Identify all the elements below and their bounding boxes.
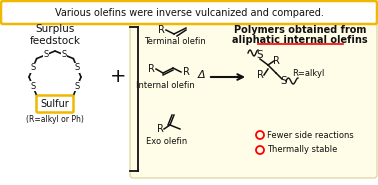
Text: S: S <box>30 63 36 72</box>
FancyBboxPatch shape <box>1 1 377 24</box>
Text: Terminal olefin: Terminal olefin <box>144 38 206 46</box>
Text: S: S <box>74 82 80 91</box>
Text: R: R <box>273 56 279 66</box>
Text: Δ: Δ <box>198 70 206 80</box>
Text: S: S <box>257 50 263 60</box>
Text: Surplus
feedstock: Surplus feedstock <box>29 24 81 46</box>
FancyBboxPatch shape <box>37 95 73 112</box>
Text: Internal olefin: Internal olefin <box>136 80 194 90</box>
Text: R: R <box>156 124 163 134</box>
Text: S: S <box>62 50 67 59</box>
Text: aliphatic internal olefins: aliphatic internal olefins <box>232 35 368 45</box>
Text: R: R <box>257 70 263 80</box>
FancyBboxPatch shape <box>130 22 377 178</box>
Text: R: R <box>183 67 189 77</box>
Text: S: S <box>74 63 80 72</box>
Text: (R=alkyl or Ph): (R=alkyl or Ph) <box>26 115 84 124</box>
Text: Various olefins were inverse vulcanized and compared.: Various olefins were inverse vulcanized … <box>54 8 324 18</box>
Text: Exo olefin: Exo olefin <box>146 137 187 145</box>
Text: +: + <box>110 68 126 87</box>
Text: Thermally stable: Thermally stable <box>267 145 338 154</box>
Text: Fewer side reactions: Fewer side reactions <box>267 130 354 139</box>
Text: R=alkyl: R=alkyl <box>292 68 324 78</box>
Text: R: R <box>158 25 165 35</box>
Text: S: S <box>62 95 67 104</box>
Text: Sulfur: Sulfur <box>40 99 70 109</box>
Text: S: S <box>30 82 36 91</box>
Text: Polymers obtained from: Polymers obtained from <box>234 25 366 35</box>
Text: S: S <box>43 50 48 59</box>
Text: R: R <box>147 64 155 74</box>
Text: S: S <box>43 95 48 104</box>
Text: S: S <box>281 76 287 86</box>
